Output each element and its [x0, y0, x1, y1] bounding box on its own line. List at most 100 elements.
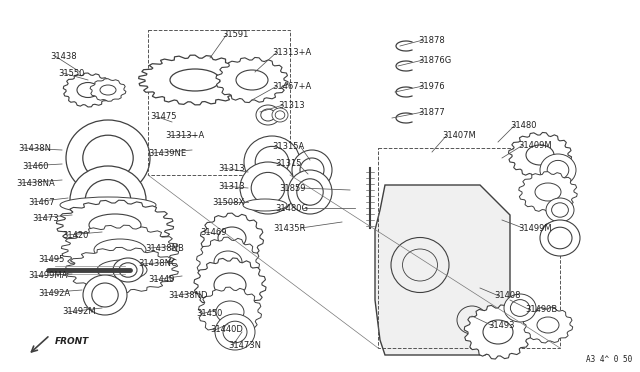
- Ellipse shape: [483, 320, 513, 344]
- Text: 31435R: 31435R: [274, 224, 306, 232]
- Ellipse shape: [215, 314, 255, 350]
- Text: 31859: 31859: [280, 183, 306, 192]
- Text: 31499MA: 31499MA: [28, 272, 67, 280]
- Ellipse shape: [97, 260, 147, 280]
- Ellipse shape: [170, 69, 220, 91]
- Text: 31315: 31315: [275, 158, 302, 167]
- Ellipse shape: [60, 197, 156, 213]
- Text: 31313: 31313: [218, 182, 244, 190]
- Text: 31492A: 31492A: [38, 289, 70, 298]
- Ellipse shape: [85, 180, 131, 220]
- Ellipse shape: [236, 70, 268, 90]
- Text: 31480: 31480: [510, 121, 536, 129]
- Ellipse shape: [537, 317, 559, 333]
- Text: A3 4^ 0 50: A3 4^ 0 50: [586, 355, 632, 364]
- Ellipse shape: [113, 258, 143, 282]
- Polygon shape: [216, 57, 288, 103]
- Text: 31440D: 31440D: [210, 326, 243, 334]
- Ellipse shape: [275, 111, 285, 119]
- Text: 31473: 31473: [32, 214, 59, 222]
- Ellipse shape: [288, 170, 332, 214]
- Ellipse shape: [256, 105, 280, 125]
- Polygon shape: [56, 200, 173, 250]
- Text: 31473N: 31473N: [228, 340, 261, 350]
- Text: 31508X: 31508X: [212, 198, 244, 206]
- Polygon shape: [196, 237, 259, 287]
- Text: 31438: 31438: [50, 51, 77, 61]
- Polygon shape: [90, 79, 126, 101]
- Text: 31313: 31313: [218, 164, 244, 173]
- Polygon shape: [524, 307, 573, 343]
- Ellipse shape: [546, 198, 574, 222]
- Text: 31313+A: 31313+A: [165, 131, 204, 140]
- Ellipse shape: [94, 239, 146, 261]
- Ellipse shape: [540, 220, 580, 256]
- Text: 31550: 31550: [58, 68, 84, 77]
- Text: 31877: 31877: [418, 108, 445, 116]
- Text: 31438NA: 31438NA: [16, 179, 55, 187]
- Ellipse shape: [244, 136, 300, 188]
- Text: 31495: 31495: [38, 256, 65, 264]
- Polygon shape: [61, 225, 179, 275]
- Ellipse shape: [243, 199, 287, 211]
- Bar: [378, 148, 560, 348]
- Text: 31480G: 31480G: [275, 203, 308, 212]
- Text: 31408: 31408: [494, 292, 520, 301]
- Ellipse shape: [292, 150, 332, 190]
- Text: 31499M: 31499M: [518, 224, 552, 232]
- Polygon shape: [139, 55, 252, 105]
- Ellipse shape: [272, 108, 288, 122]
- Ellipse shape: [92, 283, 118, 307]
- Ellipse shape: [504, 294, 536, 322]
- Text: 31438ND: 31438ND: [168, 292, 207, 301]
- Text: 31876G: 31876G: [418, 55, 451, 64]
- Ellipse shape: [261, 109, 275, 121]
- Polygon shape: [66, 247, 179, 293]
- Ellipse shape: [223, 321, 247, 343]
- Text: 31313+A: 31313+A: [272, 48, 311, 57]
- Ellipse shape: [89, 214, 141, 236]
- Ellipse shape: [216, 301, 244, 323]
- Ellipse shape: [70, 166, 146, 234]
- Text: 31878: 31878: [418, 35, 445, 45]
- Polygon shape: [464, 305, 532, 359]
- Ellipse shape: [548, 227, 572, 249]
- Polygon shape: [63, 73, 113, 107]
- Ellipse shape: [510, 299, 529, 317]
- Text: 31591: 31591: [222, 29, 248, 38]
- Ellipse shape: [100, 85, 116, 95]
- Polygon shape: [519, 171, 577, 212]
- Bar: [148, 30, 290, 175]
- Ellipse shape: [300, 158, 324, 182]
- Text: 31493: 31493: [488, 321, 515, 330]
- Text: 31440: 31440: [148, 276, 174, 285]
- Ellipse shape: [552, 203, 568, 217]
- Text: 31475: 31475: [150, 112, 177, 121]
- Text: 31490B: 31490B: [525, 305, 557, 314]
- Ellipse shape: [214, 273, 246, 297]
- Ellipse shape: [240, 162, 296, 214]
- Text: 31407M: 31407M: [442, 131, 476, 140]
- Ellipse shape: [214, 251, 242, 273]
- Ellipse shape: [66, 120, 150, 196]
- Ellipse shape: [218, 227, 246, 249]
- Ellipse shape: [535, 183, 561, 201]
- Text: FRONT: FRONT: [55, 337, 89, 346]
- Polygon shape: [375, 185, 510, 355]
- Text: 31438NB: 31438NB: [145, 244, 184, 253]
- Polygon shape: [198, 287, 262, 337]
- Text: 31976: 31976: [418, 81, 445, 90]
- Ellipse shape: [251, 172, 285, 203]
- Polygon shape: [200, 213, 264, 263]
- Text: 31438N: 31438N: [18, 144, 51, 153]
- Ellipse shape: [255, 147, 289, 177]
- Ellipse shape: [83, 135, 133, 181]
- Text: 31492M: 31492M: [62, 308, 95, 317]
- Ellipse shape: [83, 275, 127, 315]
- Text: 31467: 31467: [28, 198, 54, 206]
- Text: 31409M: 31409M: [518, 141, 552, 150]
- Ellipse shape: [119, 263, 137, 277]
- Text: 31420: 31420: [62, 231, 88, 240]
- Ellipse shape: [526, 145, 554, 165]
- Text: 31313: 31313: [278, 100, 305, 109]
